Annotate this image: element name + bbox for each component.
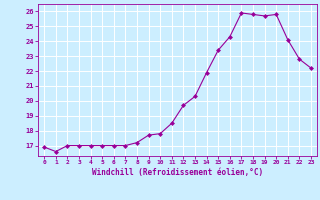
X-axis label: Windchill (Refroidissement éolien,°C): Windchill (Refroidissement éolien,°C) xyxy=(92,168,263,177)
